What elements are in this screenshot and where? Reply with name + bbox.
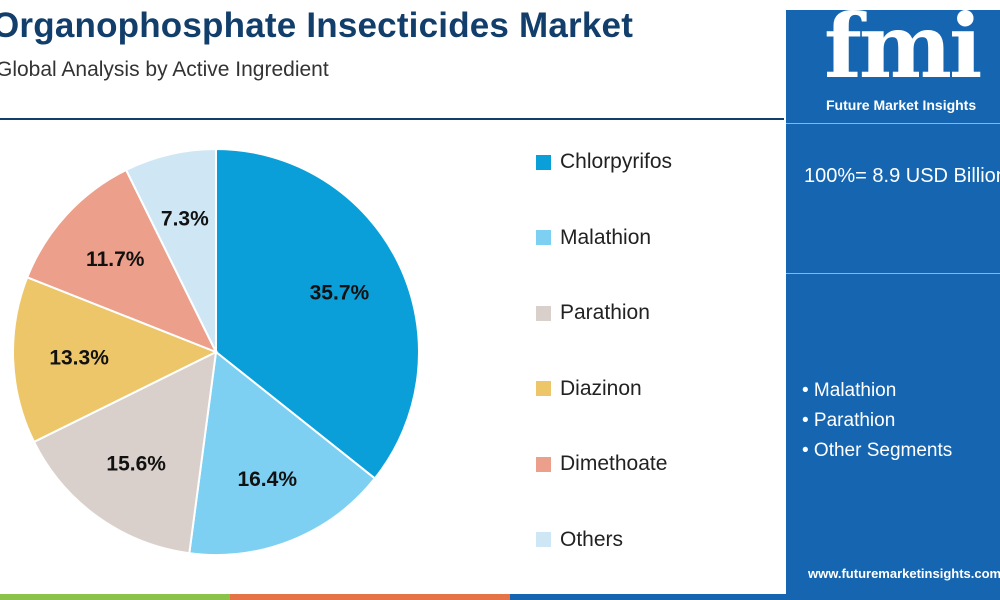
- legend-label: Parathion: [560, 301, 650, 324]
- bottom-accent-bar: [510, 594, 1000, 600]
- pie-slice-malathion: [188, 350, 377, 556]
- pie-data-label: 35.7%: [310, 282, 370, 305]
- legend-item: Chlorpyrifos: [536, 150, 672, 174]
- legend-swatch: [536, 230, 551, 245]
- segment-item: • Malathion: [802, 380, 897, 401]
- legend-swatch: [536, 456, 551, 472]
- pie-slice-dimethoate: [25, 168, 219, 354]
- sidebar-divider: [786, 123, 1000, 124]
- segment-item: • Other Segments: [802, 440, 953, 461]
- bottom-accent-bar: [230, 594, 510, 600]
- legend-label: Dimethoate: [560, 452, 668, 475]
- pie-data-label: 16.4%: [237, 468, 297, 491]
- pie-data-label: 15.6%: [106, 452, 166, 475]
- logo-subtitle: Future Market Insights: [826, 97, 977, 113]
- legend-item: Dimethoate: [536, 452, 667, 476]
- segment-list: • Malathion • Parathion • Other Segments: [802, 376, 952, 466]
- fmi-logo: fmi: [824, 10, 1000, 100]
- pie-slice-chlorpyrifos: [215, 147, 420, 480]
- logo-wordmark: fmi: [824, 10, 982, 98]
- legend-label: Chlorpyrifos: [560, 150, 673, 173]
- legend-label: Diazinon: [560, 376, 642, 400]
- pie-slice-parathion: [32, 350, 218, 555]
- pie-data-label: 11.7%: [86, 248, 145, 271]
- legend-item: Others: [536, 528, 623, 552]
- legend-swatch: [536, 532, 551, 547]
- legend-label: Malathion: [560, 225, 652, 249]
- chart-title: Organophosphate Insecticides Market: [0, 6, 634, 45]
- legend-label: Others: [560, 527, 624, 551]
- legend-swatch: [536, 381, 551, 396]
- pie-data-label: 7.3%: [161, 208, 209, 231]
- pie-chart: 35.7% 16.4% 15.6% 13.3% 11.7% 7.3%: [12, 147, 420, 556]
- info-sidebar: fmi Future Market Insights 100%= 8.9 USD…: [786, 10, 1000, 594]
- segment-item: • Parathion: [802, 410, 896, 431]
- legend-swatch: [536, 305, 551, 321]
- legend-item: Diazinon: [536, 377, 642, 401]
- pie-data-label: 13.3%: [49, 347, 109, 370]
- legend-swatch: [536, 154, 551, 170]
- legend-item: Parathion: [536, 301, 650, 325]
- pie-slice-others: [124, 147, 217, 353]
- pie-slice-diazinon: [12, 275, 219, 444]
- header-divider: [0, 118, 784, 120]
- sidebar-divider: [786, 273, 1000, 274]
- market-total: 100%= 8.9 USD Billion: [804, 165, 1000, 187]
- website-link[interactable]: www.futuremarketinsights.com: [808, 566, 1000, 581]
- legend-item: Malathion: [536, 226, 651, 250]
- bottom-accent-bar: [0, 594, 230, 600]
- chart-subtitle: Global Analysis by Active Ingredient: [0, 58, 329, 81]
